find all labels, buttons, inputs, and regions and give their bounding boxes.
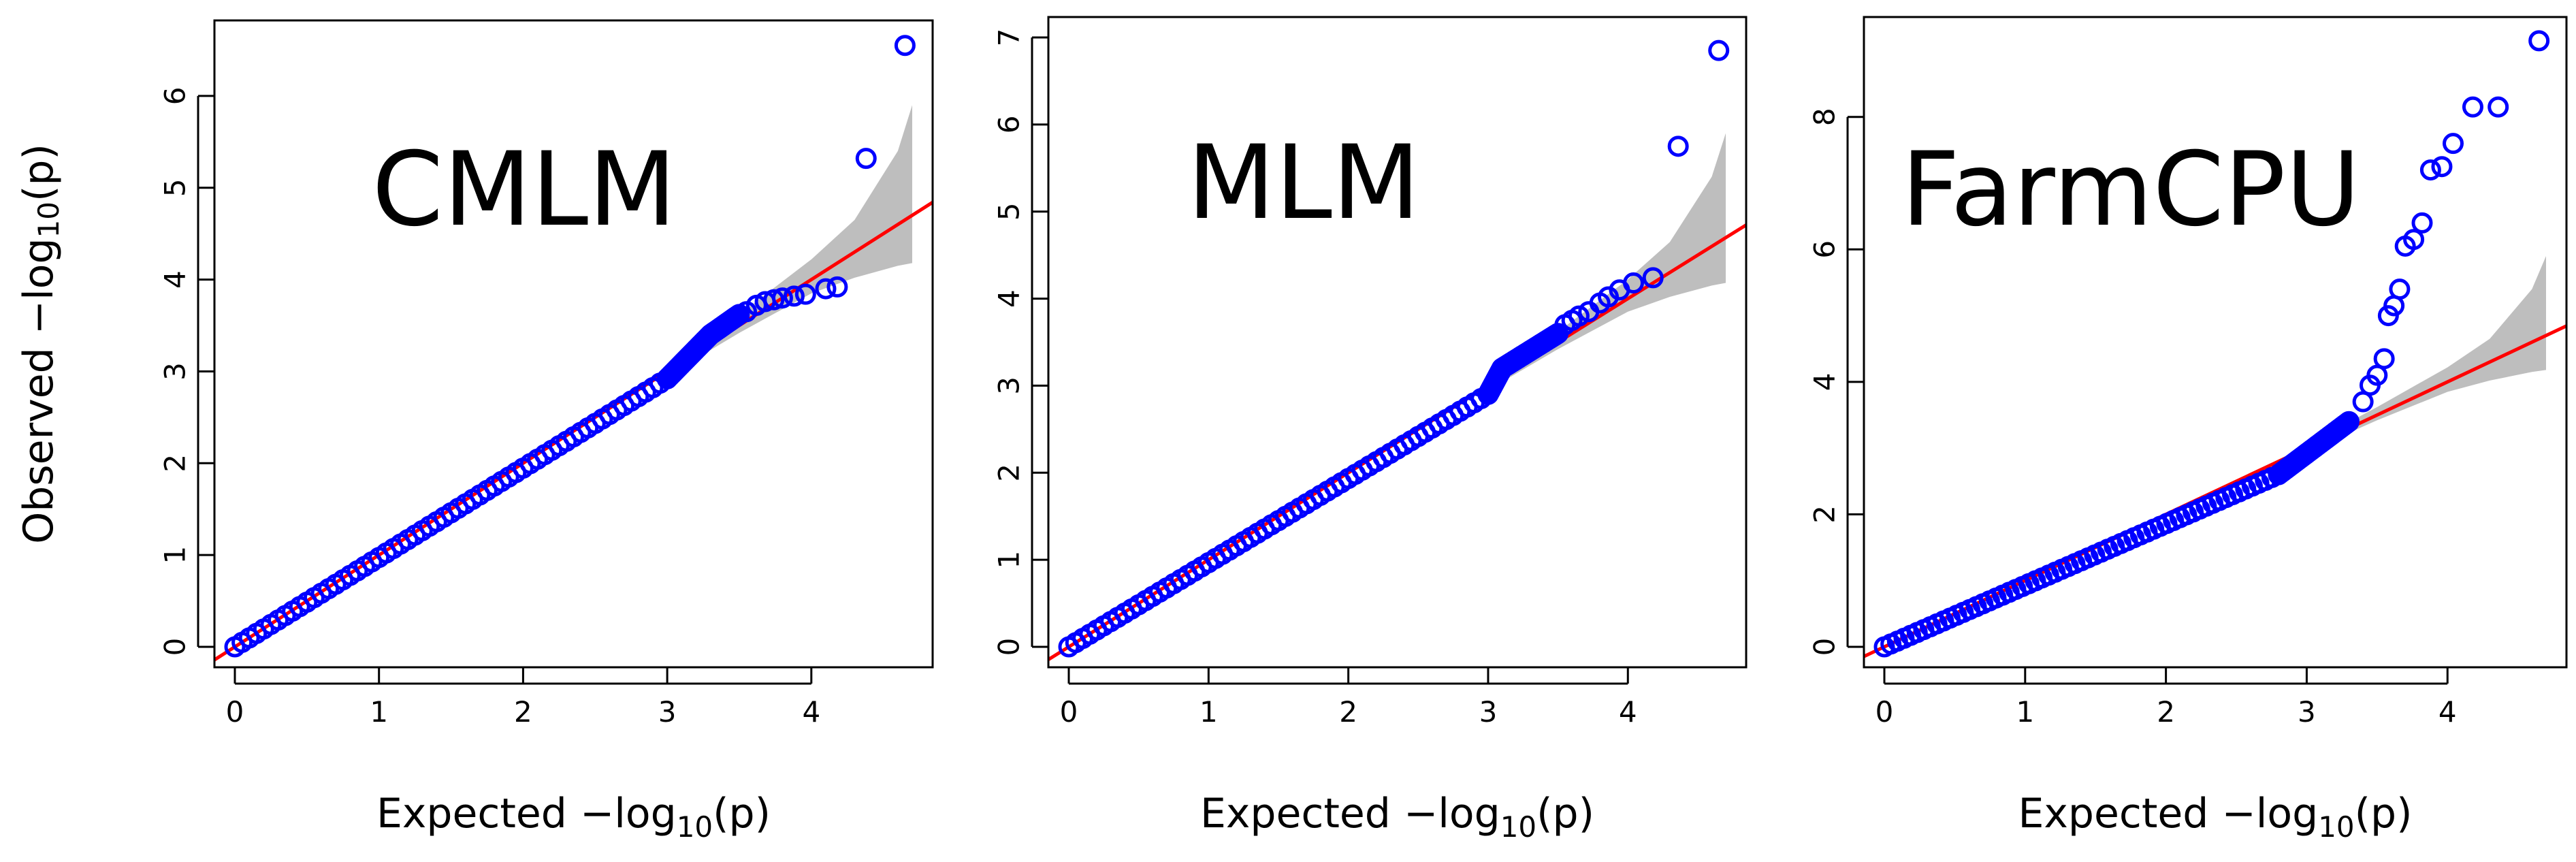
qq-point — [1708, 39, 1730, 61]
y-tick-label: 5 — [993, 202, 1026, 221]
y-tick-label: 7 — [993, 29, 1026, 47]
qq-point — [1568, 305, 1590, 327]
y-tick-label: 1 — [159, 546, 192, 564]
x-axis-title: Expected −log10(p) — [2018, 790, 2412, 844]
qq-point — [1622, 272, 1644, 294]
qq-point — [855, 148, 877, 170]
plot-area — [1864, 30, 2566, 658]
qq-point — [783, 285, 805, 307]
plot-frame — [1863, 16, 2568, 669]
x-tick-label: 0 — [1060, 695, 1078, 729]
y-tick-label: 4 — [1808, 373, 1841, 392]
qq-point — [2431, 156, 2453, 178]
qq-panel-cmlm: 0 1 2 3 4 0 1 2 3 4 5 6 CMLM Expected −log10(p) Observ… — [15, 19, 934, 844]
y-axis-title: Observed −log10(p) — [15, 144, 65, 544]
y-tick-label: 2 — [993, 464, 1026, 482]
y-tick-label: 8 — [1808, 108, 1841, 126]
y-tick-label: 5 — [159, 178, 192, 197]
y-tick-label: 6 — [159, 87, 192, 106]
qq-point — [826, 276, 848, 298]
confidence-band — [2306, 256, 2546, 452]
qq-point — [2488, 96, 2509, 118]
y-tick-label: 4 — [993, 289, 1026, 308]
confidence-band — [1487, 133, 1726, 390]
y-tick-label: 2 — [159, 454, 192, 473]
confidence-band — [667, 105, 912, 377]
panel-title: FarmCPU — [1901, 131, 2361, 249]
panel-title: MLM — [1187, 124, 1420, 242]
y-tick-label: 3 — [993, 377, 1026, 395]
y-tick-label: 3 — [159, 362, 192, 381]
qq-point — [815, 278, 837, 300]
qq-point — [763, 289, 785, 310]
qq-point — [2373, 348, 2395, 370]
y-tick-label: 4 — [159, 270, 192, 289]
x-tick-label: 0 — [226, 695, 244, 729]
x-tick-label: 4 — [802, 695, 820, 729]
y-tick-label: 1 — [993, 551, 1026, 569]
y-tick-label: 6 — [993, 115, 1026, 133]
qq-point — [771, 287, 793, 309]
qq-point — [1667, 135, 1689, 157]
qq-point — [2338, 411, 2360, 432]
x-tick-label: 4 — [2438, 695, 2457, 729]
qq-point — [1642, 267, 1664, 289]
x-tick-label: 4 — [1619, 695, 1637, 729]
plot-area — [214, 35, 933, 663]
y-tick-label: 6 — [1808, 240, 1841, 259]
x-tick-label: 0 — [1875, 695, 1894, 729]
x-axis-title: Expected −log10(p) — [376, 790, 771, 844]
qq-point — [2443, 133, 2464, 155]
qq-point — [2462, 96, 2483, 118]
x-tick-label: 3 — [2298, 695, 2316, 729]
qq-panel-mlm: 0 1 2 3 4 0 1 2 3 4 5 6 7 MLM Expected −log10(p) — [993, 16, 1748, 844]
x-tick-label: 1 — [370, 695, 388, 729]
qq-point — [2389, 278, 2411, 300]
qq-point — [2403, 229, 2425, 251]
plot-area — [1048, 39, 1746, 662]
qq-point — [2411, 212, 2433, 234]
qq-point — [2419, 159, 2441, 181]
x-axis-title: Expected −log10(p) — [1200, 790, 1594, 844]
y-tick-label: 2 — [1808, 505, 1841, 524]
qq-point — [2528, 30, 2550, 52]
y-tick-label: 0 — [993, 638, 1026, 656]
panel-title: CMLM — [372, 131, 676, 249]
qq-panel-farmcpu: 0 1 2 3 4 0 2 4 6 8 FarmCPU Expected −log10(p) — [1808, 16, 2568, 844]
x-tick-label: 1 — [1200, 695, 1218, 729]
qq-point — [794, 283, 816, 305]
x-tick-label: 2 — [1339, 695, 1357, 729]
x-tick-label: 3 — [1479, 695, 1498, 729]
y-tick-label: 0 — [159, 638, 192, 656]
plot-frame — [1047, 16, 1748, 669]
x-tick-label: 2 — [2157, 695, 2175, 729]
x-tick-label: 2 — [514, 695, 532, 729]
plot-frame — [213, 19, 934, 669]
qq-point — [894, 35, 916, 57]
x-tick-label: 3 — [658, 695, 677, 729]
y-tick-label: 0 — [1808, 638, 1841, 656]
x-tick-label: 1 — [2016, 695, 2034, 729]
